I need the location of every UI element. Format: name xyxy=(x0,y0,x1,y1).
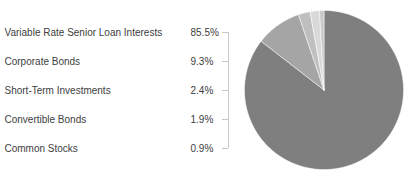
svg-text:Short-Term Investments: Short-Term Investments xyxy=(5,85,111,96)
svg-text:Variable Rate Senior Loan Inte: Variable Rate Senior Loan Interests xyxy=(5,27,163,38)
svg-text:1.9%: 1.9% xyxy=(191,114,214,125)
svg-text:9.3%: 9.3% xyxy=(191,56,214,67)
svg-text:Convertible Bonds: Convertible Bonds xyxy=(5,114,87,125)
svg-text:85.5%: 85.5% xyxy=(191,27,219,38)
svg-text:2.4%: 2.4% xyxy=(191,85,214,96)
svg-text:Corporate Bonds: Corporate Bonds xyxy=(5,56,81,67)
svg-text:Common Stocks: Common Stocks xyxy=(5,143,78,154)
svg-text:0.9%: 0.9% xyxy=(191,143,214,154)
